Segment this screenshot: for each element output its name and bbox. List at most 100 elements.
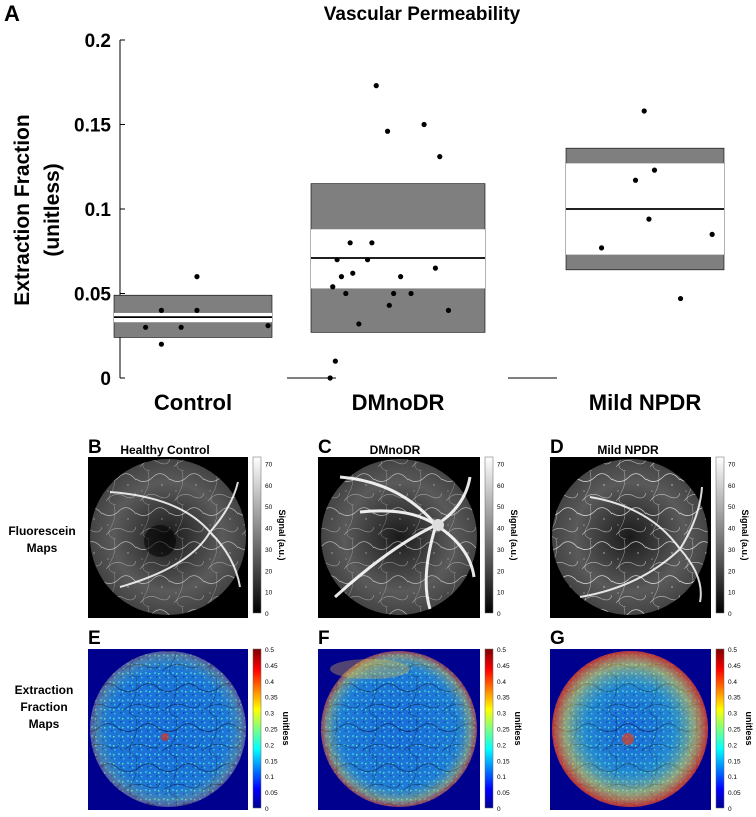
ef-colorbar-tick: 0.45 xyxy=(728,663,741,670)
signal-colorbar-label: Signal (a.u.) xyxy=(740,509,750,560)
data-point xyxy=(384,128,391,134)
panel-letter-b: B xyxy=(88,437,102,458)
ef-colorbar-tick: 0.3 xyxy=(728,711,737,718)
y-tick-label: 0.2 xyxy=(85,31,111,52)
fluorescein-map-dmnodr xyxy=(318,457,480,618)
ef-colorbar-tick: 0.05 xyxy=(497,790,510,797)
signal-colorbar-tick: 70 xyxy=(265,461,273,468)
data-point xyxy=(432,265,439,271)
data-point xyxy=(332,358,338,364)
y-axis-label-line1: Extraction Fraction xyxy=(11,114,34,305)
column-title-mild-npdr: Mild NPDR xyxy=(597,443,659,457)
ef-colorbar-tick: 0.35 xyxy=(497,695,510,702)
ef-colorbar-tick: 0.45 xyxy=(497,663,510,670)
ef-colorbar-tick: 0.3 xyxy=(265,711,274,718)
image-panels: Fluorescein Maps Extraction Fraction Map… xyxy=(8,437,754,813)
data-point xyxy=(369,240,375,246)
ef-colorbar-tick: 0.2 xyxy=(265,742,274,749)
ef-colorbar-tick: 0.5 xyxy=(497,647,506,654)
signal-colorbar-healthy-control xyxy=(252,456,262,614)
ef-colorbar-tick: 0.3 xyxy=(497,711,506,718)
ef-colorbar-tick: 0.25 xyxy=(265,727,278,734)
ef-colorbar-label: unitless xyxy=(744,711,754,745)
signal-colorbar-tick: 30 xyxy=(265,547,273,554)
fluorescein-map-healthy-control xyxy=(88,457,248,618)
row-label-ef-line2: Fraction xyxy=(20,700,67,714)
data-point xyxy=(445,307,452,313)
data-point xyxy=(373,83,379,89)
data-point xyxy=(158,341,164,347)
ef-colorbar-tick: 0.15 xyxy=(265,758,278,765)
ef-colorbar-tick: 0.05 xyxy=(728,790,741,797)
row-label-fluorescein-line2: Maps xyxy=(27,541,58,555)
y-tick-label: 0.1 xyxy=(85,200,112,221)
row-label-ef-line1: Extraction xyxy=(15,683,74,697)
y-tick-label: 0.15 xyxy=(74,116,111,137)
ef-colorbar-tick: 0.15 xyxy=(728,758,741,765)
panel-letter-d: D xyxy=(550,437,564,458)
signal-colorbar-tick: 50 xyxy=(728,504,736,511)
ef-colorbar-tick: 0.45 xyxy=(265,663,278,670)
signal-colorbar-tick: 10 xyxy=(265,590,273,597)
data-point xyxy=(364,257,371,263)
signal-colorbar-tick: 20 xyxy=(497,568,505,575)
signal-colorbar-tick: 20 xyxy=(265,568,273,575)
ef-colorbar-tick: 0 xyxy=(728,806,732,813)
signal-colorbar-label: Signal (a.u.) xyxy=(277,509,287,560)
ef-map-dmnodr xyxy=(318,649,480,810)
ef-colorbar-tick: 0.5 xyxy=(728,647,737,654)
signal-colorbar-tick: 0 xyxy=(728,611,732,618)
data-point xyxy=(677,295,684,302)
chart-title: Vascular Permeability xyxy=(324,4,521,25)
x-category-label: DMnoDR xyxy=(352,390,445,415)
panel-letter-e: E xyxy=(88,628,101,649)
data-point xyxy=(334,257,340,263)
ef-map-healthy-control xyxy=(88,649,248,810)
data-point xyxy=(158,307,164,313)
signal-colorbar-tick: 20 xyxy=(728,568,736,575)
ef-colorbar-label: unitless xyxy=(281,711,291,745)
signal-colorbar-tick: 70 xyxy=(497,461,505,468)
signal-colorbar-dmnodr xyxy=(484,456,494,614)
ef-colorbar-tick: 0.4 xyxy=(497,679,506,686)
ef-colorbar-tick: 0.2 xyxy=(728,742,737,749)
y-tick-label: 0 xyxy=(100,369,111,390)
data-point xyxy=(338,274,345,280)
signal-colorbar-tick: 60 xyxy=(265,483,273,490)
panel-letter-c: C xyxy=(318,437,332,458)
panel-letter-f: F xyxy=(318,628,330,649)
ef-colorbar-tick: 0.4 xyxy=(265,679,274,686)
signal-colorbar-mild-npdr xyxy=(715,456,725,614)
x-category-label: Control xyxy=(154,390,232,415)
signal-colorbar-tick: 40 xyxy=(728,526,736,533)
signal-colorbar-tick: 50 xyxy=(497,504,505,511)
data-point xyxy=(194,307,200,313)
data-point xyxy=(641,108,647,114)
ef-colorbar-tick: 0.1 xyxy=(265,774,274,781)
data-point xyxy=(646,216,652,222)
data-point xyxy=(391,290,397,297)
data-point xyxy=(327,375,333,381)
data-point xyxy=(437,154,443,160)
panel-letter-g: G xyxy=(550,628,565,649)
signal-colorbar-tick: 60 xyxy=(497,483,505,490)
data-point xyxy=(651,167,658,173)
data-point xyxy=(632,177,639,183)
signal-colorbar-tick: 70 xyxy=(728,461,736,468)
row-label-ef-line3: Maps xyxy=(29,717,60,731)
ef-colorbar-tick: 0.25 xyxy=(728,727,741,734)
ef-colorbar-label: unitless xyxy=(513,711,523,745)
data-point xyxy=(598,245,605,251)
ef-colorbar-tick: 0.05 xyxy=(265,790,278,797)
data-point xyxy=(709,231,715,237)
signal-colorbar-tick: 40 xyxy=(497,526,505,533)
data-point xyxy=(350,270,356,276)
ef-colorbar-mild-npdr xyxy=(715,648,725,809)
row-label-fluorescein-line1: Fluorescein xyxy=(8,524,75,538)
signal-colorbar-tick: 30 xyxy=(497,547,505,554)
signal-colorbar-tick: 0 xyxy=(265,611,269,618)
ef-colorbar-tick: 0.1 xyxy=(728,774,737,781)
ef-colorbar-tick: 0.5 xyxy=(265,647,274,654)
ef-colorbar-tick: 0.2 xyxy=(497,742,506,749)
data-point xyxy=(398,274,404,280)
